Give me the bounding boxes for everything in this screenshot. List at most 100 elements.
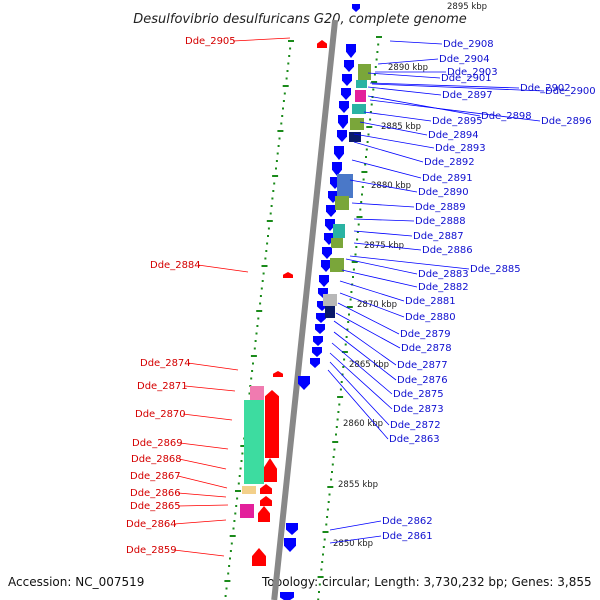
- gene-label-right[interactable]: Dde_2898: [481, 111, 532, 122]
- gene-label-right[interactable]: Dde_2890: [418, 187, 469, 198]
- forward-gene-arrow[interactable]: [283, 272, 293, 278]
- gene-label-right[interactable]: Dde_2889: [415, 202, 466, 213]
- gene-label-left[interactable]: Dde_2864: [126, 519, 177, 530]
- reverse-gene-arrow[interactable]: [280, 592, 294, 600]
- reverse-gene-arrow[interactable]: [332, 162, 342, 176]
- reverse-gene-arrow[interactable]: [321, 260, 331, 272]
- domain-box-olive[interactable]: [331, 238, 343, 248]
- gene-label-left[interactable]: Dde_2884: [150, 260, 201, 271]
- domain-box-mint[interactable]: [244, 400, 264, 484]
- forward-gene-arrow[interactable]: [273, 371, 283, 377]
- gene-label-right[interactable]: Dde_2896: [541, 116, 592, 127]
- gene-label-right[interactable]: Dde_2900: [545, 86, 596, 97]
- reverse-gene-arrow[interactable]: [298, 376, 310, 390]
- domain-box-olive[interactable]: [350, 118, 364, 130]
- gene-label-left[interactable]: Dde_2869: [132, 438, 183, 449]
- gene-label-right[interactable]: Dde_2902: [520, 83, 571, 94]
- gene-label-left[interactable]: Dde_2871: [137, 381, 188, 392]
- reverse-gene-arrow[interactable]: [344, 60, 354, 72]
- gene-label-right[interactable]: Dde_2881: [405, 296, 456, 307]
- reverse-gene-arrow[interactable]: [315, 324, 325, 334]
- gene-label-right[interactable]: Dde_2892: [424, 157, 475, 168]
- reverse-gene-arrow[interactable]: [334, 146, 344, 160]
- reverse-gene-arrow[interactable]: [337, 130, 347, 142]
- reverse-gene-arrow[interactable]: [342, 74, 352, 86]
- gene-label-left[interactable]: Dde_2867: [130, 471, 181, 482]
- forward-gene-arrow[interactable]: [265, 390, 279, 404]
- forward-gene-arrow[interactable]: [260, 496, 272, 506]
- reverse-gene-arrow[interactable]: [316, 313, 326, 323]
- gene-label-left[interactable]: Dde_2870: [135, 409, 186, 420]
- domain-box-olive[interactable]: [358, 64, 371, 80]
- gene-label-left[interactable]: Dde_2905: [185, 36, 236, 47]
- forward-gene-arrow[interactable]: [317, 40, 327, 48]
- forward-gene-arrow[interactable]: [258, 506, 270, 522]
- gene-label-right[interactable]: Dde_2878: [401, 343, 452, 354]
- gene-label-right[interactable]: Dde_2904: [439, 54, 490, 65]
- reverse-gene-arrow[interactable]: [346, 44, 356, 58]
- domain-box-tan[interactable]: [242, 486, 256, 494]
- gene-label-right[interactable]: Dde_2863: [389, 434, 440, 445]
- gene-label-right[interactable]: Dde_2876: [397, 375, 448, 386]
- reverse-gene-arrow[interactable]: [352, 4, 360, 12]
- right-track-tick: [349, 298, 352, 301]
- gene-label-right[interactable]: Dde_2877: [397, 360, 448, 371]
- gene-label-right[interactable]: Dde_2897: [442, 90, 493, 101]
- gene-label-right[interactable]: Dde_2861: [382, 531, 433, 542]
- gene-label-left[interactable]: Dde_2859: [126, 545, 177, 556]
- gene-label-right[interactable]: Dde_2893: [435, 143, 486, 154]
- gene-label-right[interactable]: Dde_2882: [418, 282, 469, 293]
- gene-label-right[interactable]: Dde_2908: [443, 39, 494, 50]
- domain-box-magenta[interactable]: [355, 90, 366, 102]
- gene-label-left[interactable]: Dde_2866: [130, 488, 181, 499]
- domain-box-pink[interactable]: [250, 386, 264, 402]
- gene-label-right[interactable]: Dde_2872: [390, 420, 441, 431]
- gene-label-right[interactable]: Dde_2885: [470, 264, 521, 275]
- gene-label-right[interactable]: Dde_2883: [418, 269, 469, 280]
- reverse-gene-arrow[interactable]: [339, 101, 349, 113]
- domain-box-teal[interactable]: [352, 104, 366, 114]
- domain-box-magenta[interactable]: [240, 504, 254, 518]
- gene-label-right[interactable]: Dde_2873: [393, 404, 444, 415]
- gene-label-right[interactable]: Dde_2895: [432, 116, 483, 127]
- gene-label-right[interactable]: Dde_2901: [441, 73, 492, 84]
- reverse-gene-arrow[interactable]: [286, 523, 298, 535]
- domain-box-gray[interactable]: [323, 294, 337, 306]
- gene-label-left[interactable]: Dde_2868: [131, 454, 182, 465]
- reverse-gene-arrow[interactable]: [319, 275, 329, 287]
- gene-label-right[interactable]: Dde_2894: [428, 130, 479, 141]
- left-track-tick: [250, 355, 257, 357]
- reverse-gene-arrow[interactable]: [338, 115, 348, 129]
- gene-label-right[interactable]: Dde_2879: [400, 329, 451, 340]
- forward-gene-block[interactable]: [265, 404, 279, 458]
- gene-label-right[interactable]: Dde_2888: [415, 216, 466, 227]
- forward-gene-arrow[interactable]: [263, 458, 277, 482]
- domain-box-navy[interactable]: [349, 132, 361, 142]
- domain-box-olive[interactable]: [330, 258, 344, 272]
- gene-label-right[interactable]: Dde_2862: [382, 516, 433, 527]
- reverse-gene-arrow[interactable]: [312, 347, 322, 357]
- domain-box-teal[interactable]: [333, 224, 345, 238]
- reverse-gene-arrow[interactable]: [326, 205, 336, 217]
- gene-label-right[interactable]: Dde_2891: [422, 173, 473, 184]
- domain-box-teal[interactable]: [356, 80, 367, 88]
- gene-label-right[interactable]: Dde_2886: [422, 245, 473, 256]
- gene-label-right[interactable]: Dde_2875: [393, 389, 444, 400]
- gene-label-right[interactable]: Dde_2887: [413, 231, 464, 242]
- reverse-gene-arrow[interactable]: [341, 88, 351, 100]
- reverse-gene-arrow[interactable]: [322, 247, 332, 259]
- reverse-gene-arrow[interactable]: [310, 358, 320, 368]
- gene-label-right[interactable]: Dde_2880: [405, 312, 456, 323]
- reverse-gene-arrow[interactable]: [325, 219, 335, 231]
- reverse-gene-arrow[interactable]: [313, 336, 323, 346]
- domain-box-navy[interactable]: [325, 306, 335, 318]
- leader-line: [184, 385, 236, 392]
- reverse-gene-arrow[interactable]: [284, 538, 296, 552]
- gene-label-left[interactable]: Dde_2874: [140, 358, 191, 369]
- forward-gene-arrow[interactable]: [252, 548, 266, 566]
- gene-label-right[interactable]: Dde_2903: [447, 67, 498, 78]
- domain-box-olive[interactable]: [335, 196, 349, 210]
- forward-gene-arrow[interactable]: [260, 484, 272, 494]
- domain-box-steel[interactable]: [337, 174, 353, 198]
- gene-label-left[interactable]: Dde_2865: [130, 501, 181, 512]
